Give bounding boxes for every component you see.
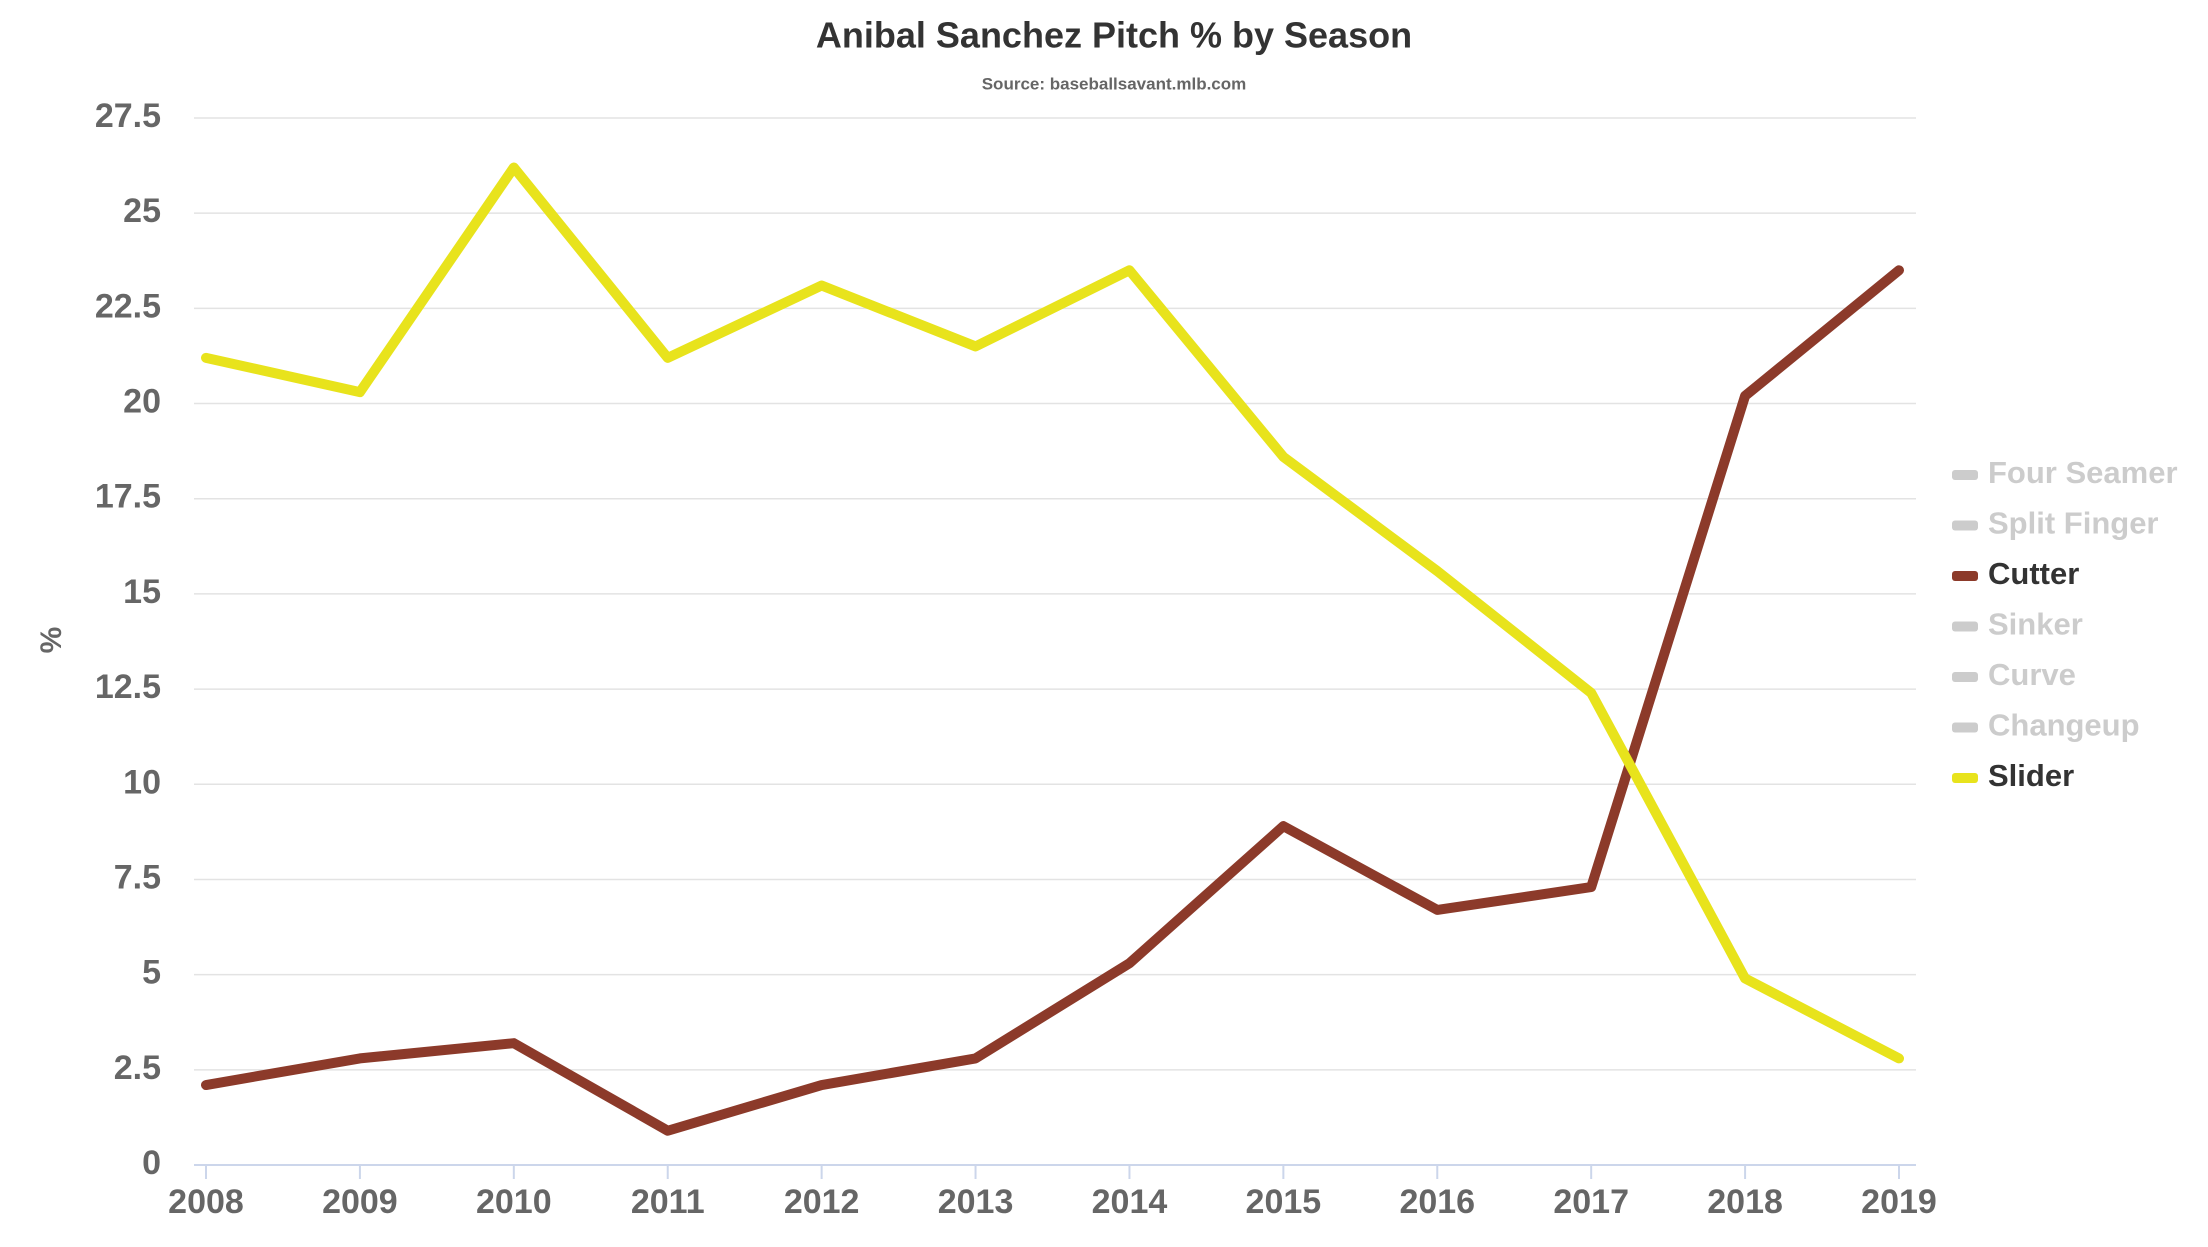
legend-swatch [1952,722,1978,733]
legend-label: Four Seamer [1988,455,2178,490]
x-tick-label: 2017 [1553,1183,1629,1221]
legend-label: Changeup [1988,708,2140,743]
legend-label: Sinker [1988,607,2083,642]
y-tick-label: 0 [142,1144,161,1182]
x-tick-label: 2015 [1246,1183,1322,1221]
x-tick-label: 2019 [1861,1183,1937,1221]
y-axis-label: % [35,627,68,654]
y-tick-label: 15 [123,573,161,611]
legend-swatch [1952,520,1978,531]
y-tick-label: 27.5 [95,97,161,135]
x-tick-label: 2011 [631,1183,705,1221]
series-line [201,162,1904,1064]
y-tick-label: 7.5 [114,858,161,896]
legend-swatch [1952,571,1978,581]
legend-label: Curve [1988,657,2076,692]
x-tick-label: 2010 [476,1183,552,1221]
x-tick-label: 2014 [1092,1183,1168,1221]
y-tick-label: 10 [123,763,161,801]
series-line [201,265,1904,1136]
y-tick-label: 20 [123,383,161,421]
x-tick-label: 2009 [322,1183,398,1221]
x-tick-label: 2013 [938,1183,1014,1221]
y-tick-label: 2.5 [114,1049,161,1087]
legend-swatch [1952,672,1978,682]
y-tick-label: 25 [123,192,161,230]
legend-label: Cutter [1988,556,2079,591]
x-tick-label: 2016 [1399,1183,1475,1221]
x-tick-label: 2012 [784,1183,860,1221]
legend-swatch [1952,470,1978,480]
chart-subtitle: Source: baseballsavant.mlb.com [982,74,1247,93]
y-tick-label: 22.5 [95,287,161,325]
legend-swatch [1952,773,1978,783]
legend-swatch [1952,621,1978,632]
x-tick-label: 2018 [1707,1183,1783,1221]
y-tick-label: 12.5 [95,668,161,706]
legend-label: Split Finger [1988,506,2159,541]
y-tick-label: 5 [142,954,161,992]
legend-label: Slider [1988,758,2074,793]
x-tick-label: 2008 [168,1183,244,1221]
y-tick-label: 17.5 [95,478,161,516]
chart-title: Anibal Sanchez Pitch % by Season [816,15,1412,56]
